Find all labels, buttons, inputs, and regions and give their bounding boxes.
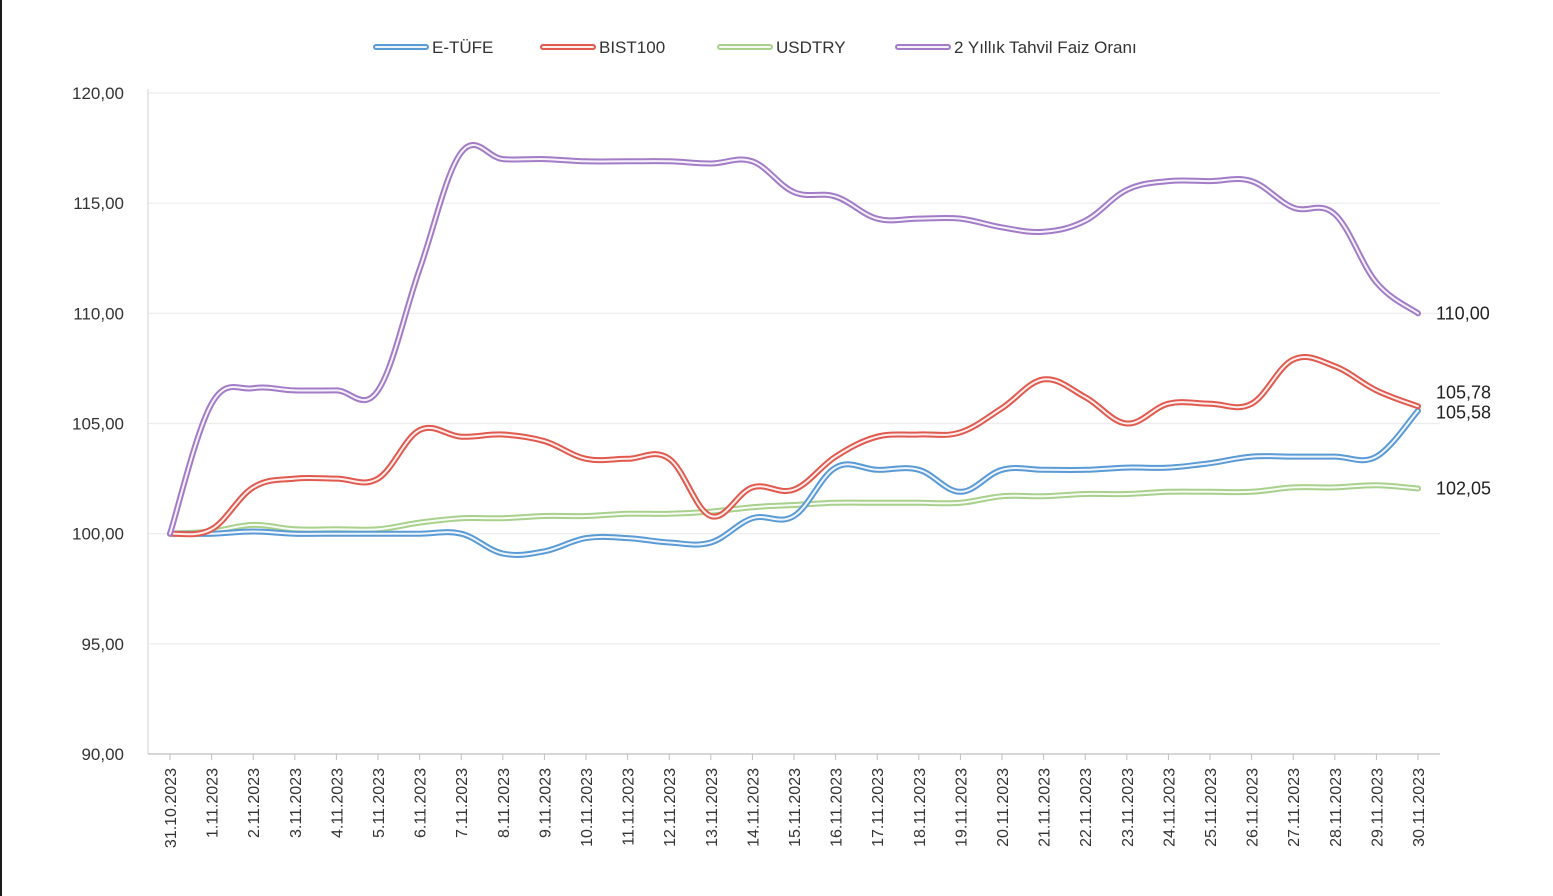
x-tick-label: 28.11.2023 [1328,768,1345,847]
axes [147,89,1440,755]
x-tick-label: 26.11.2023 [1245,768,1262,847]
y-axis-ticks: 90,00 95,00 100,00 105,00 110,00 115,00 120,00 [72,84,124,764]
gridlines [148,92,1440,645]
x-tick-label: 27.11.2023 [1286,768,1303,847]
x-tick-label: 23.11.2023 [1120,768,1137,847]
series-0 [167,407,1421,558]
y-tick-label: 120,00 [72,84,124,103]
x-tick-label: 8.11.2023 [496,768,513,838]
x-tick-label: 12.11.2023 [662,768,679,847]
x-tick-label: 25.11.2023 [1203,768,1220,847]
end-value-label: 105,78 [1436,382,1491,402]
legend-label: E-TÜFE [432,38,493,57]
series-line-inner [169,409,1419,556]
legend-label: USDTRY [776,38,846,57]
y-tick-label: 105,00 [72,415,124,434]
series-line-inner [169,144,1419,535]
legend-item: USDTRY [717,38,846,57]
y-tick-label: 90,00 [81,745,124,764]
legend-item: E-TÜFE [373,38,493,57]
series-line-inner [169,356,1419,536]
x-tick-label: 20.11.2023 [995,768,1012,847]
legend-item: 2 Yıllık Tahvil Faiz Oranı [895,38,1137,57]
y-tick-label: 100,00 [72,525,124,544]
end-value-label: 110,00 [1436,303,1490,323]
x-tick-label: 3.11.2023 [288,768,305,838]
series-lines [167,142,1421,558]
x-tick-label: 18.11.2023 [912,768,929,847]
x-tick-label: 21.11.2023 [1037,768,1054,847]
x-tick-label: 30.11.2023 [1411,768,1428,847]
x-tick-label: 14.11.2023 [745,768,762,847]
y-tick-label: 95,00 [81,635,124,654]
x-tick-label: 9.11.2023 [537,768,554,838]
x-tick-label: 2.11.2023 [246,768,263,838]
x-tick-label: 22.11.2023 [1078,768,1095,847]
series-3 [167,142,1421,537]
x-tick-label: 11.11.2023 [621,768,638,846]
x-tick-label: 29.11.2023 [1369,768,1386,847]
y-tick-label: 110,00 [73,304,124,323]
end-value-label: 102,05 [1436,478,1491,498]
x-tick-label: 5.11.2023 [371,768,388,838]
x-tick-label: 19.11.2023 [953,768,970,847]
legend-label: 2 Yıllık Tahvil Faiz Oranı [954,38,1137,57]
x-tick-label: 15.11.2023 [787,768,804,847]
series-2 [167,482,1421,537]
x-tick-label: 1.11.2023 [205,768,222,838]
x-axis-ticks: 31.10.2023 1.11.2023 2.11.2023 3.11.2023 4.1… [163,754,1428,848]
legend-label: BIST100 [599,38,665,57]
x-tick-label: 24.11.2023 [1161,768,1178,847]
x-tick-label: 17.11.2023 [870,768,887,847]
x-tick-label: 16.11.2023 [829,768,846,847]
x-tick-label: 10.11.2023 [579,768,596,847]
x-tick-label: 31.10.2023 [163,768,180,848]
x-tick-label: 4.11.2023 [329,768,346,838]
x-tick-label: 6.11.2023 [413,768,430,838]
legend: E-TÜFE BIST100 USDTRY 2 Yıllık Tahvil Faiz … [373,38,1137,57]
legend-item: BIST100 [540,38,665,57]
series-1 [167,354,1421,538]
series-line-inner [169,484,1419,535]
end-value-label: 105,58 [1436,403,1491,423]
x-tick-label: 7.11.2023 [454,768,471,838]
y-tick-label: 115,00 [73,194,124,213]
x-tick-label: 13.11.2023 [704,768,721,847]
